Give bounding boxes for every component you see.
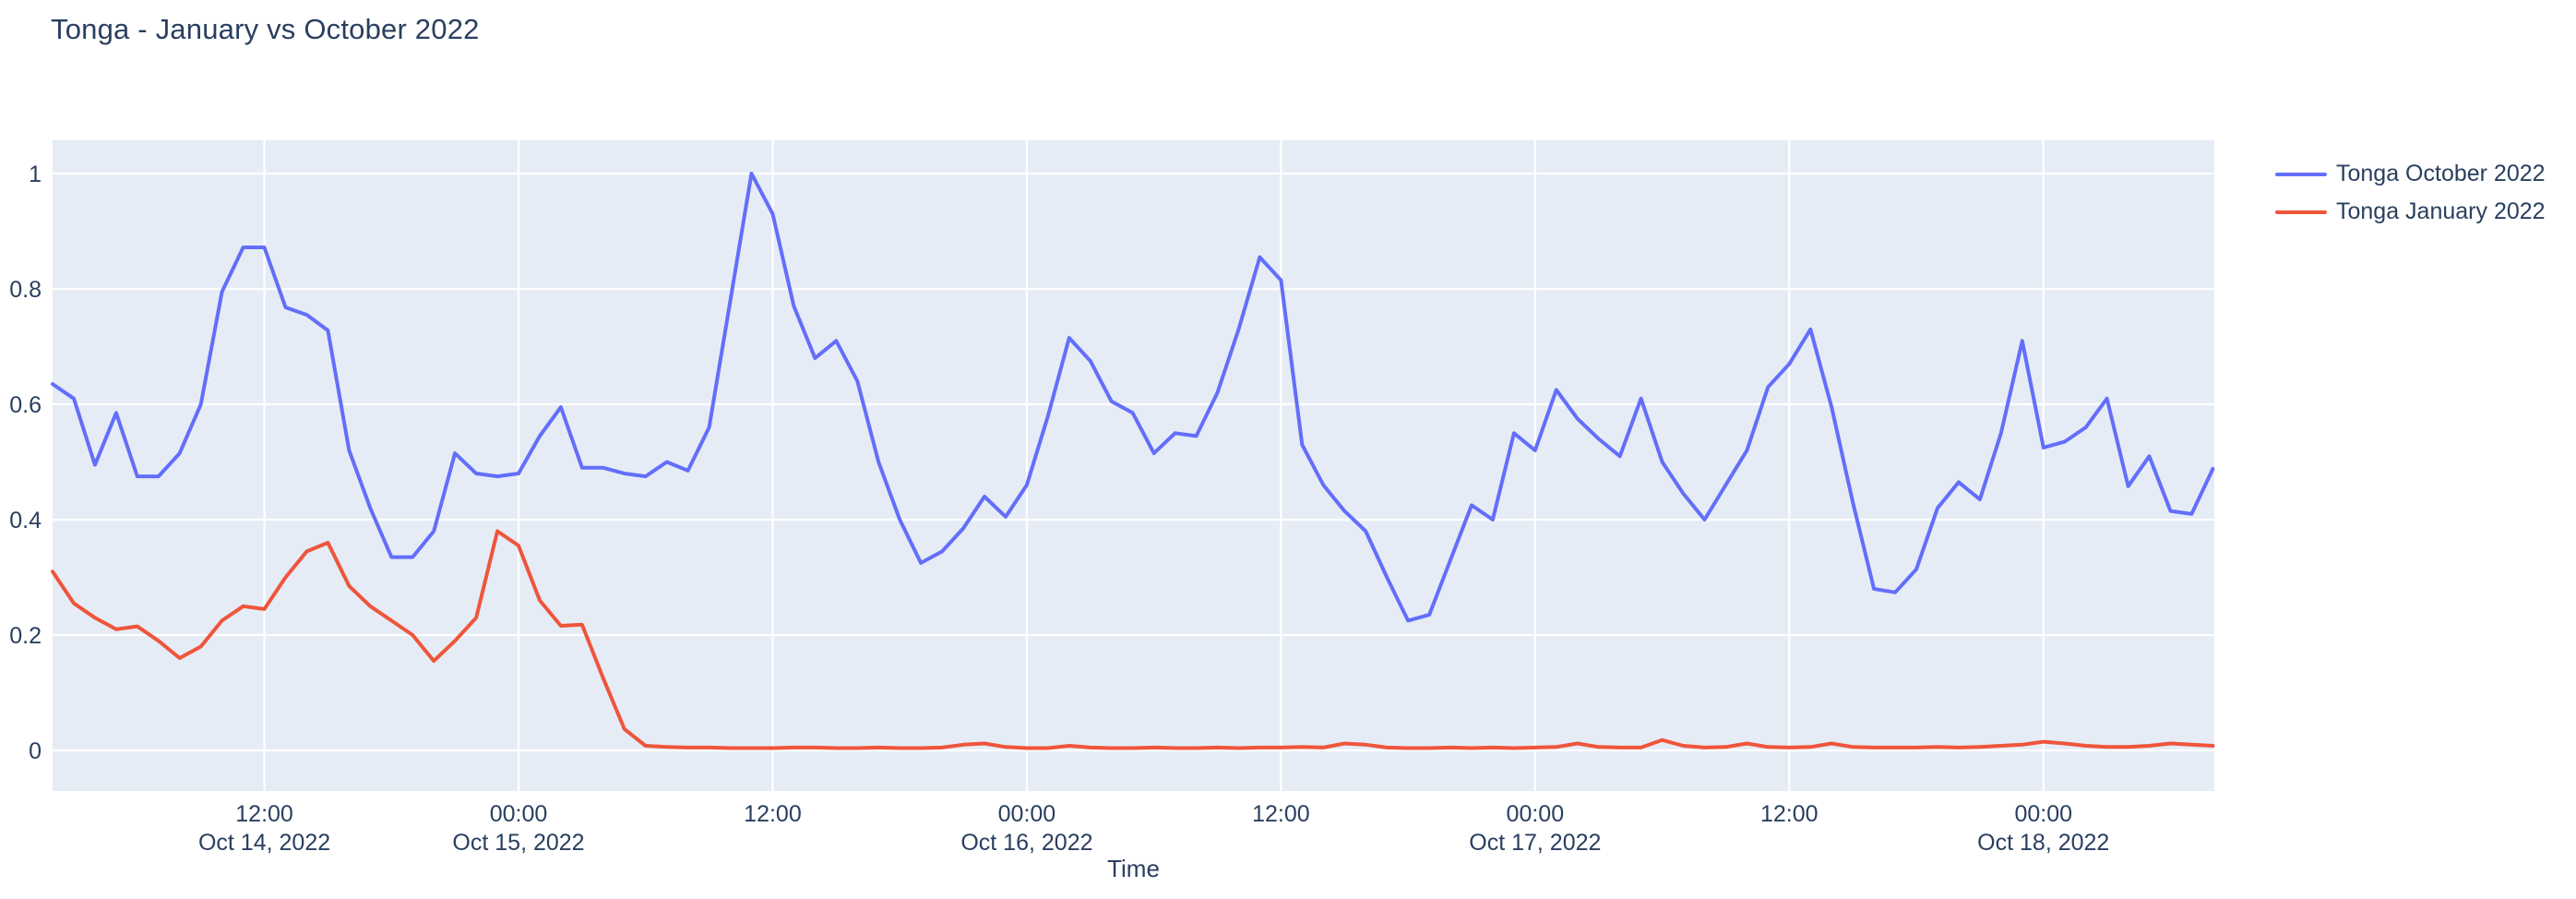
y-tick-label: 0 xyxy=(29,738,42,764)
legend-label: Tonga January 2022 xyxy=(2336,198,2546,224)
x-tick-time-label: 00:00 xyxy=(2014,801,2072,827)
legend-item-january[interactable]: Tonga January 2022 xyxy=(2275,193,2546,231)
plot-area-background xyxy=(53,140,2214,791)
x-tick-date-label: Oct 15, 2022 xyxy=(452,830,584,856)
x-tick-time-label: 12:00 xyxy=(744,801,802,827)
x-tick-date-label: Oct 16, 2022 xyxy=(960,830,1092,856)
x-tick-time-label: 12:00 xyxy=(235,801,293,827)
x-tick-time-label: 00:00 xyxy=(998,801,1056,827)
october-series-line[interactable] xyxy=(51,172,2215,623)
y-tick-label: 0.4 xyxy=(9,508,42,533)
january-series-line[interactable] xyxy=(51,529,2215,750)
legend-item-october[interactable]: Tonga October 2022 xyxy=(2275,155,2546,193)
x-tick-date-label: Oct 14, 2022 xyxy=(198,830,330,856)
x-tick-time-label: 00:00 xyxy=(1507,801,1565,827)
y-tick-label: 0.2 xyxy=(9,623,42,649)
october-line-swatch xyxy=(2275,172,2327,176)
x-tick-time-label: 00:00 xyxy=(490,801,548,827)
y-tick-label: 0.8 xyxy=(9,277,42,303)
x-tick-date-label: Oct 17, 2022 xyxy=(1469,830,1601,856)
page-title: Tonga - January vs October 2022 xyxy=(51,13,480,45)
y-tick-label: 1 xyxy=(29,162,42,187)
y-tick-label: 0.6 xyxy=(9,392,42,418)
x-tick-date-label: Oct 18, 2022 xyxy=(1977,830,2109,856)
x-axis-title: Time xyxy=(1107,855,1160,882)
legend: Tonga October 2022 Tonga January 2022 xyxy=(2275,155,2546,231)
x-tick-time-label: 12:00 xyxy=(1252,801,1310,827)
january-line-swatch xyxy=(2275,210,2327,214)
legend-label: Tonga October 2022 xyxy=(2336,161,2546,186)
x-tick-time-label: 12:00 xyxy=(1760,801,1819,827)
